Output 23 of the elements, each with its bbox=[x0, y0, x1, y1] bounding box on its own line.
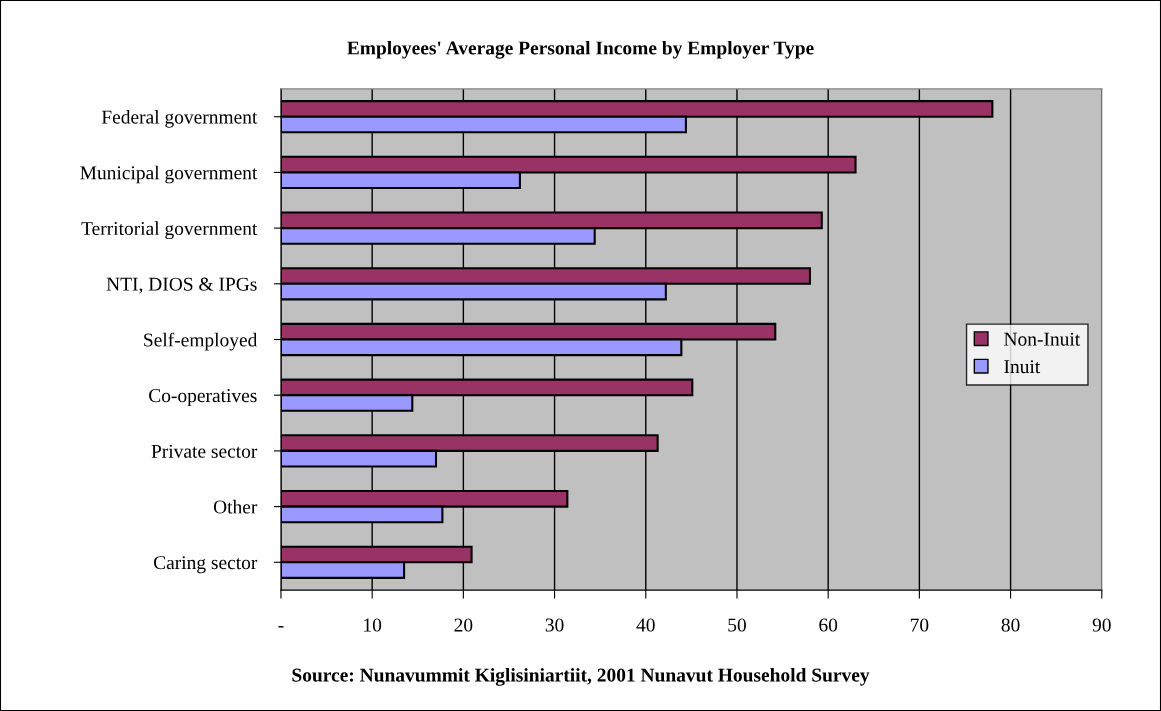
x-tick-label: - bbox=[278, 626, 284, 628]
y-tick-label: Territorial government bbox=[81, 221, 258, 240]
y-tick-label: Private sector bbox=[151, 444, 258, 458]
x-tick-label: 20 bbox=[454, 618, 473, 632]
y-tick-label: NTI, DIOS & IPGs bbox=[106, 277, 257, 294]
legend-label: Non-Inuit bbox=[1004, 332, 1081, 346]
x-tick-label: 60 bbox=[819, 618, 838, 632]
x-tick-label: 80 bbox=[1001, 618, 1020, 632]
x-tick-label: 90 bbox=[1092, 618, 1111, 632]
legend-label: Inuit bbox=[1004, 360, 1041, 374]
y-tick-label: Other bbox=[213, 499, 258, 514]
y-tick-label: Municipal government bbox=[80, 165, 258, 184]
x-tick-label: 30 bbox=[545, 618, 564, 632]
y-tick-label: Self-employed bbox=[144, 332, 258, 351]
x-tick-label: 10 bbox=[364, 618, 382, 632]
x-tick-label: 40 bbox=[636, 618, 655, 632]
y-tick-label: Caring sector bbox=[153, 556, 258, 574]
x-tick-label: 50 bbox=[728, 618, 746, 632]
y-tick-label: Federal government bbox=[101, 109, 258, 128]
chart-title: Employees' Average Personal Income by Employer Type bbox=[347, 40, 814, 59]
source-note: Source: Nunavummit Kiglisiniartiit, 2001 Nunavut Household Survey bbox=[292, 667, 870, 686]
y-tick-label: Co-operatives bbox=[149, 389, 257, 407]
x-tick-label: 70 bbox=[910, 618, 929, 632]
